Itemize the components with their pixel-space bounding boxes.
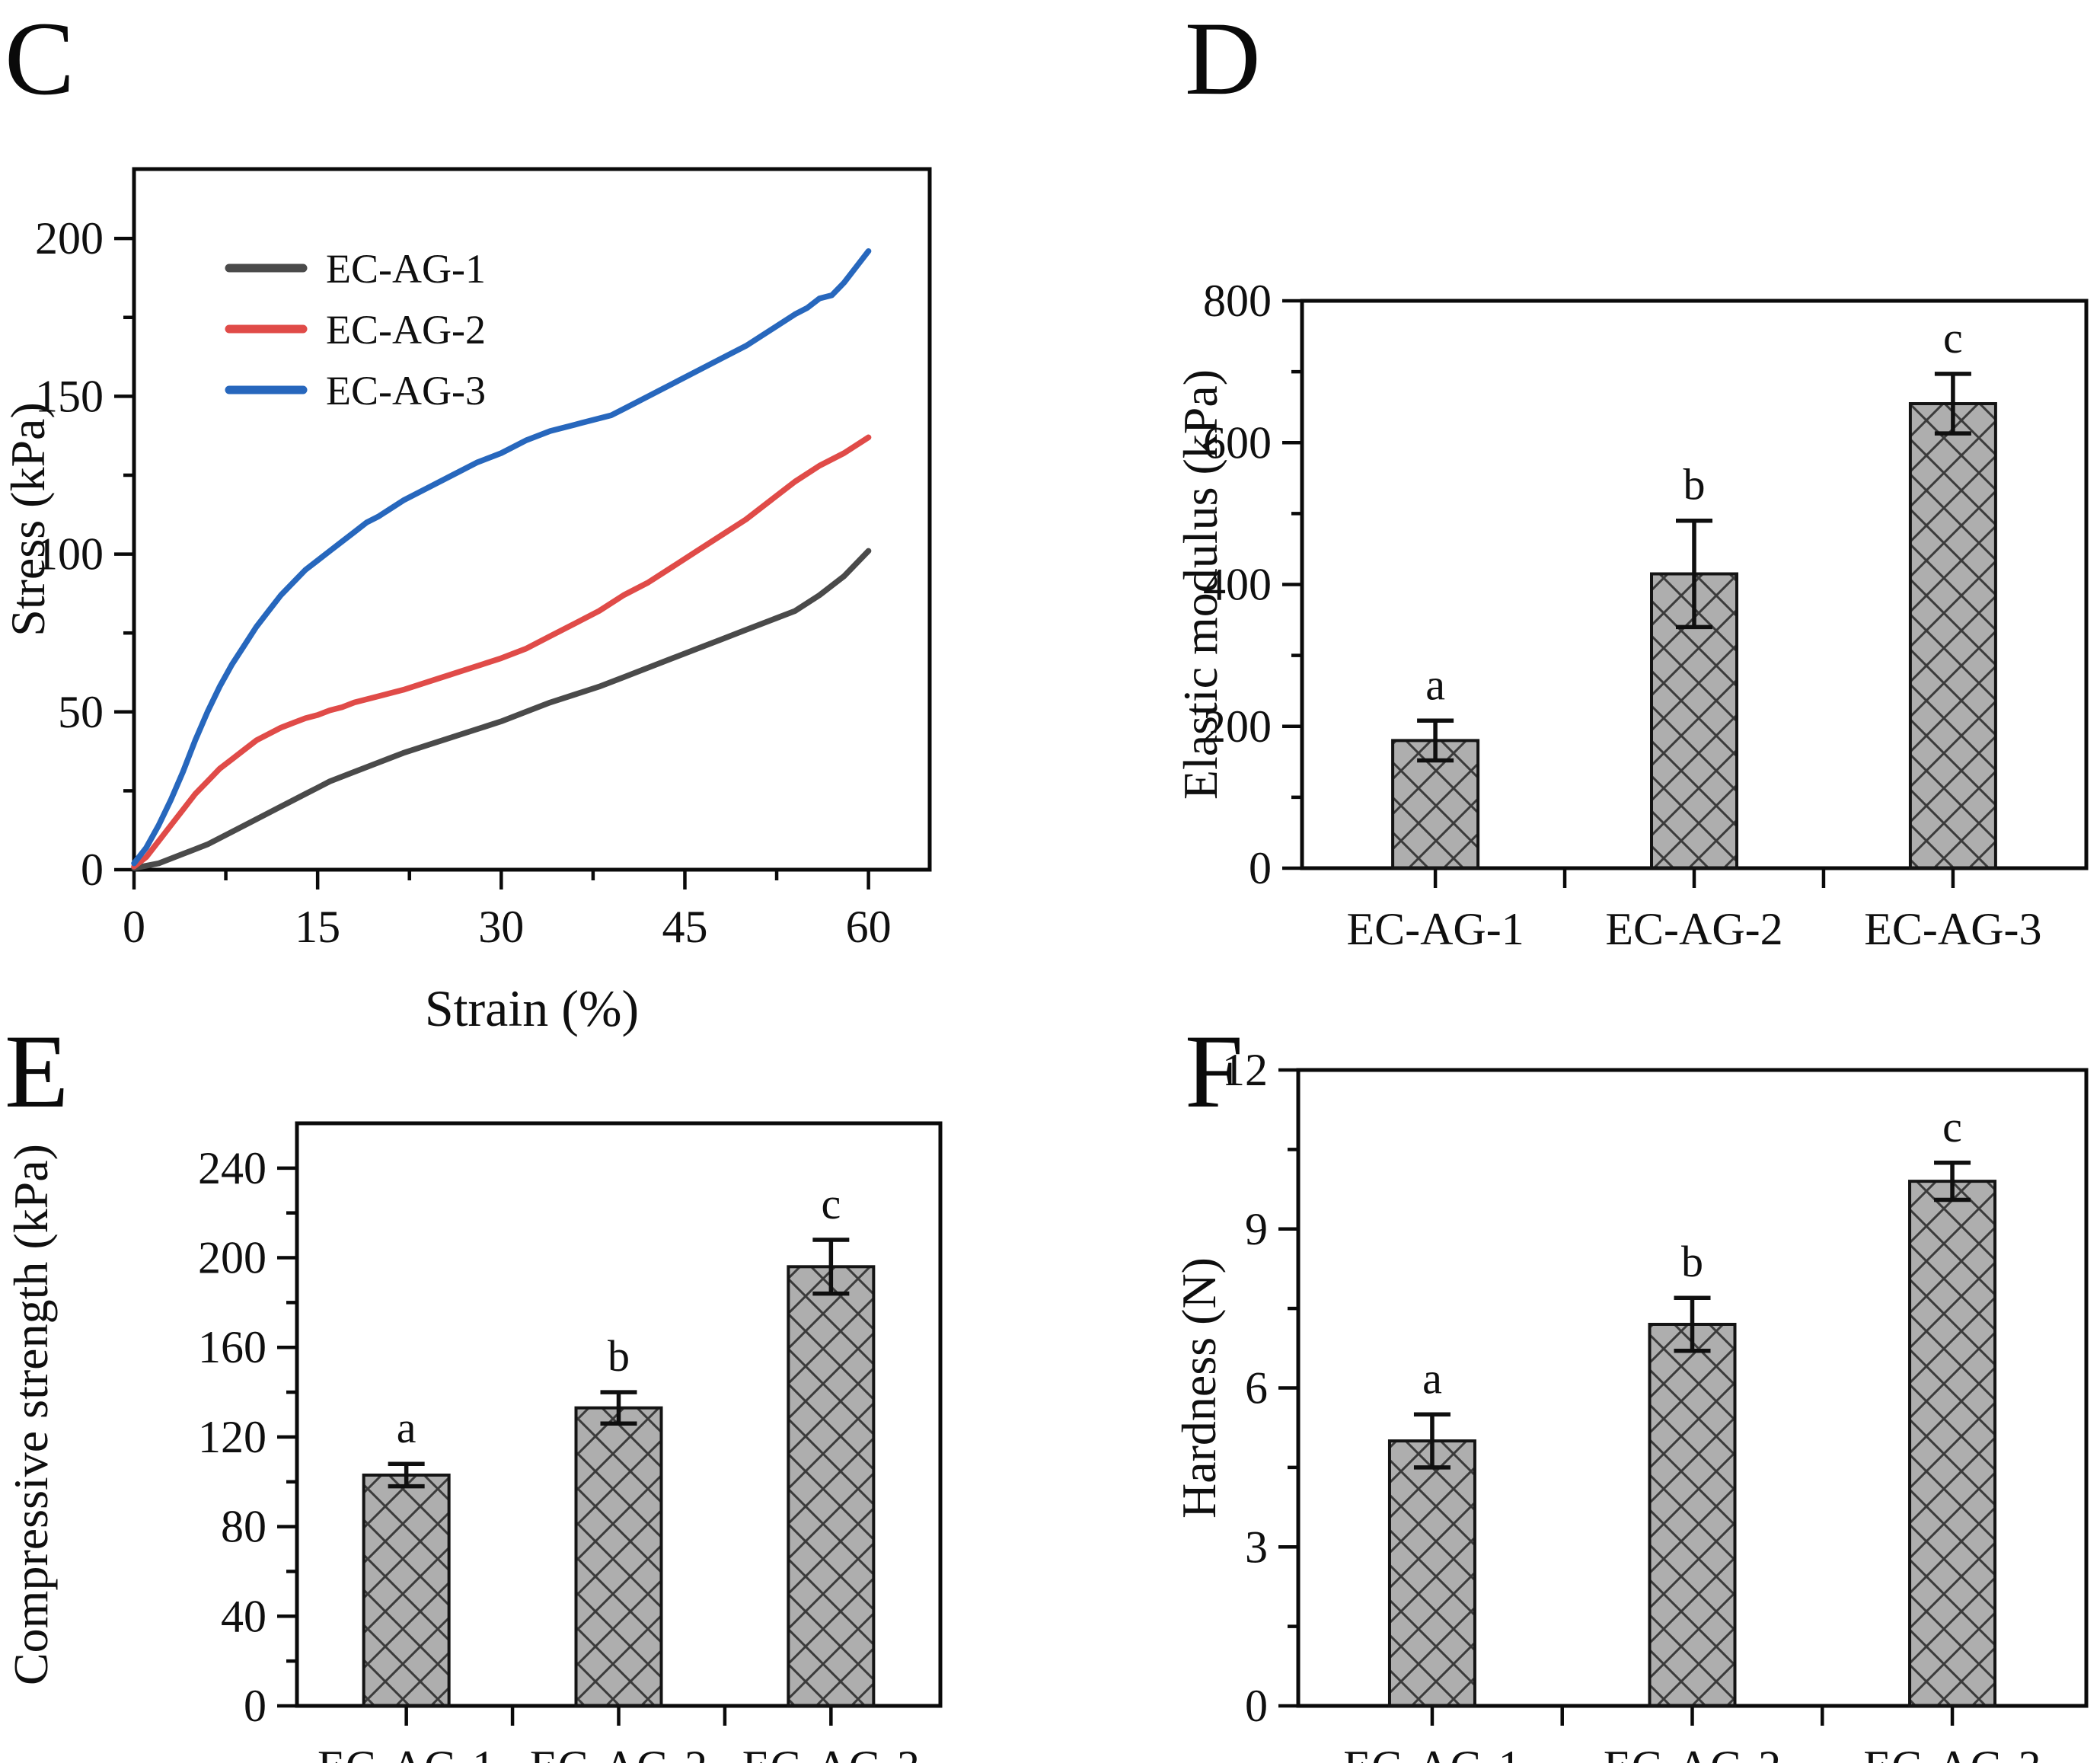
series-line-ec-ag-1 xyxy=(131,548,872,871)
error-bar xyxy=(1934,372,1971,436)
C-y-tick-label: 100 xyxy=(35,529,104,580)
series-line-ec-ag-2 xyxy=(131,434,872,870)
E-category-label: EC-AG-2 xyxy=(530,1742,707,1763)
significance-letter: b xyxy=(1684,460,1706,509)
error-bar xyxy=(1676,518,1712,630)
panel-f-bar-chart: 0 3 6 9 12 Hardness (N) a EC-AG-1 b EC-AG-2 c EC-AG… xyxy=(1172,1045,2089,1763)
D-category-label: EC-AG-3 xyxy=(1864,904,2041,954)
bar-ec-ag-3 xyxy=(1908,1180,1997,1707)
bar-ec-ag-2 xyxy=(574,1406,663,1707)
bar-group-ec-ag-2 xyxy=(574,1390,663,1707)
F-y-axis-label: Hardness (N) xyxy=(1172,1257,1226,1519)
C-x-tick-label: 0 xyxy=(123,902,145,952)
bar-group-ec-ag-3 xyxy=(1908,1161,1997,1707)
C-x-tick-label: 45 xyxy=(662,902,707,952)
F-y-tick-label: 12 xyxy=(1222,1045,1268,1095)
E-category-label: EC-AG-1 xyxy=(318,1742,495,1763)
bar-group-ec-ag-2 xyxy=(1648,1295,1737,1707)
bar-ec-ag-1 xyxy=(362,1473,451,1707)
bar-group-ec-ag-1 xyxy=(1391,718,1480,870)
bar-group-ec-ag-1 xyxy=(362,1461,451,1707)
D-y-axis-label: Elastic modulus (kPa) xyxy=(1173,369,1227,800)
E-y-tick-label: 200 xyxy=(198,1233,266,1283)
significance-letter: c xyxy=(1943,313,1963,363)
panel-letter-d: D xyxy=(1185,0,1261,117)
significance-letter: c xyxy=(821,1179,841,1228)
E-y-tick-label: 80 xyxy=(221,1502,266,1552)
significance-letter: b xyxy=(608,1331,630,1381)
significance-letter: c xyxy=(1942,1102,1962,1151)
error-bar xyxy=(1417,718,1454,763)
error-bar xyxy=(1934,1161,1971,1202)
legend: EC-AG-1 EC-AG-2 EC-AG-3 xyxy=(225,246,486,414)
panel-letter-e: E xyxy=(5,1013,69,1129)
E-y-axis-label: Compressive strength (kPa) xyxy=(4,1144,58,1685)
error-bar xyxy=(600,1390,637,1426)
C-y-tick-label: 0 xyxy=(81,845,104,895)
error-bar xyxy=(1413,1412,1451,1470)
bar-group-ec-ag-1 xyxy=(1387,1412,1476,1707)
D-y-tick-label: 200 xyxy=(1203,701,1272,752)
E-category-label: EC-AG-3 xyxy=(742,1742,920,1763)
E-y-tick-label: 40 xyxy=(221,1591,266,1641)
C-x-axis-label: Strain (%) xyxy=(425,979,639,1037)
bar-group-ec-ag-3 xyxy=(1908,372,1997,870)
D-y-tick-label: 600 xyxy=(1203,417,1272,468)
significance-letter: a xyxy=(1422,1353,1442,1403)
bar-ec-ag-1 xyxy=(1387,1439,1476,1707)
F-category-label: EC-AG-1 xyxy=(1343,1742,1521,1763)
panel-d-bar-chart: 0 200 400 600 800 Elastic modulus (kPa) a EC-AG… xyxy=(1173,276,2089,954)
bar-ec-ag-3 xyxy=(787,1265,876,1707)
F-y-tick-label: 9 xyxy=(1245,1204,1268,1254)
C-x-tick-label: 30 xyxy=(478,902,524,952)
C-y-tick-label: 200 xyxy=(35,213,104,263)
D-y-tick-label: 800 xyxy=(1203,276,1272,326)
panel-letter-c: C xyxy=(5,0,75,117)
C-y-tick-label: 150 xyxy=(35,371,104,421)
F-category-label: EC-AG-2 xyxy=(1604,1742,1781,1763)
error-bar xyxy=(1674,1295,1711,1353)
legend-item-ec-ag-1: EC-AG-1 xyxy=(225,246,486,292)
series-line-ec-ag-3 xyxy=(131,248,872,867)
C-x-tick-label: 15 xyxy=(295,902,340,952)
D-y-tick-label: 0 xyxy=(1249,843,1272,893)
legend-item-ec-ag-2: EC-AG-2 xyxy=(225,307,486,353)
error-bar xyxy=(812,1238,850,1296)
bar-group-ec-ag-3 xyxy=(787,1238,876,1707)
legend-label: EC-AG-3 xyxy=(326,368,486,414)
F-category-label: EC-AG-3 xyxy=(1863,1742,2041,1763)
legend-label: EC-AG-2 xyxy=(326,307,486,353)
legend-item-ec-ag-3: EC-AG-3 xyxy=(225,368,486,414)
F-y-tick-label: 3 xyxy=(1245,1522,1268,1572)
E-y-tick-label: 240 xyxy=(198,1143,266,1193)
panel-e-bar-chart: 0 40 80 120 160 200 240 Compressive strength (k… xyxy=(4,1121,943,1763)
C-plot-frame xyxy=(132,167,932,872)
significance-letter: a xyxy=(1425,660,1445,709)
bar-group-ec-ag-2 xyxy=(1650,518,1738,870)
C-y-tick-label: 50 xyxy=(58,687,104,737)
significance-letter: b xyxy=(1681,1237,1703,1286)
E-y-tick-label: 0 xyxy=(244,1681,266,1731)
panel-c-line-chart: 0 50 100 150 200 0 15 30 45 60 Strain (%) Stress (k… xyxy=(1,167,932,1037)
significance-letter: a xyxy=(397,1403,416,1452)
F-y-tick-label: 0 xyxy=(1245,1681,1268,1731)
bar-ec-ag-3 xyxy=(1908,402,1997,870)
error-bar xyxy=(388,1461,425,1489)
bar-ec-ag-2 xyxy=(1648,1323,1737,1707)
legend-label: EC-AG-1 xyxy=(326,246,486,292)
F-y-tick-label: 6 xyxy=(1245,1363,1268,1413)
E-y-tick-label: 120 xyxy=(198,1412,266,1462)
D-category-label: EC-AG-2 xyxy=(1605,904,1782,954)
E-y-tick-label: 160 xyxy=(198,1322,266,1372)
C-x-tick-label: 60 xyxy=(846,902,892,952)
panel-letter-f: F xyxy=(1185,1013,1243,1129)
D-y-tick-label: 400 xyxy=(1203,560,1272,610)
D-category-label: EC-AG-1 xyxy=(1346,904,1524,954)
C-y-axis-label: Stress (kPa) xyxy=(1,402,55,637)
